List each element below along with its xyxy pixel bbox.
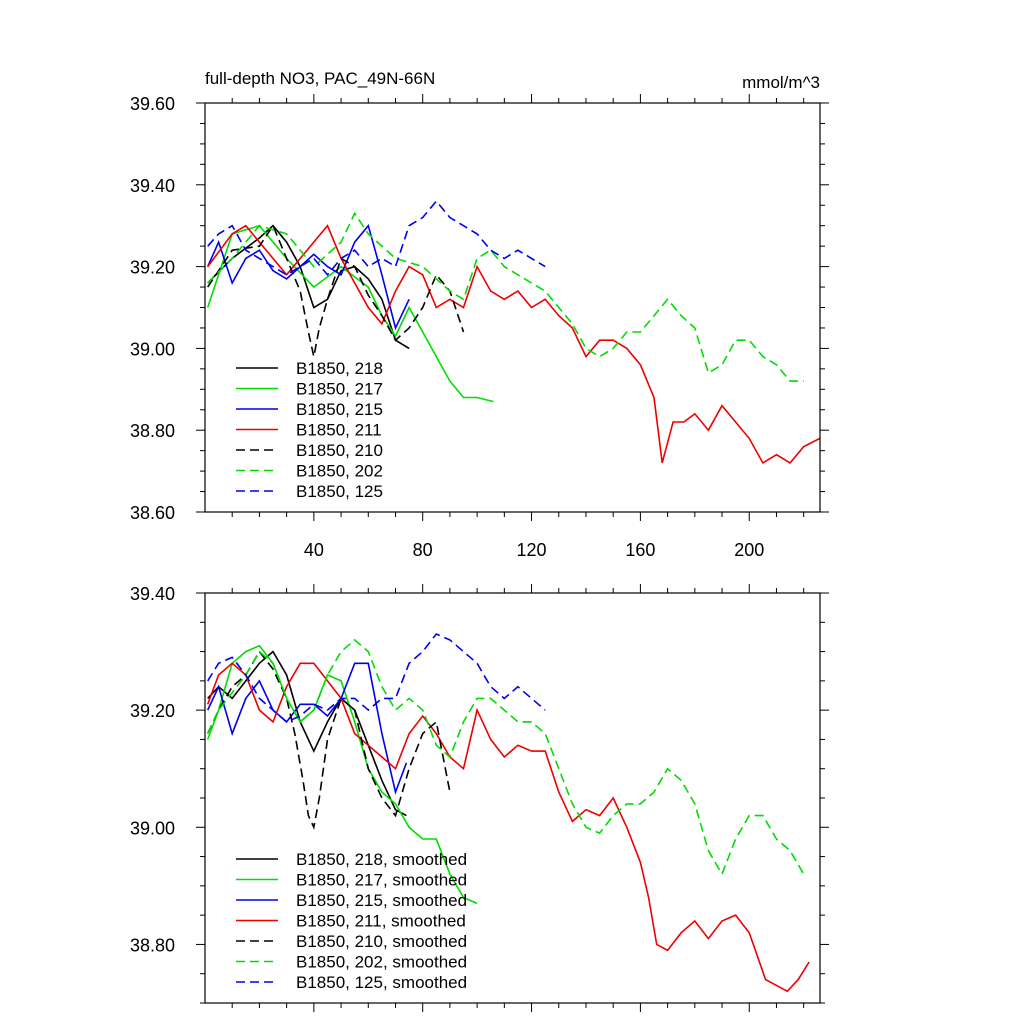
legend-label-1-1: B1850, 217, smoothed [296,871,467,890]
series-line-0-6 [207,199,546,277]
legend-label-0-0: B1850, 218 [296,359,383,378]
legend-label-0-5: B1850, 202 [296,462,383,481]
chart-units: mmol/m^3 [742,73,820,92]
legend-label-0-6: B1850, 125 [296,482,383,501]
y-tick-label-0-5: 39.60 [130,94,175,114]
y-tick-label-0-4: 39.40 [130,176,175,196]
series-line-1-2 [206,662,408,795]
x-tick-label-0-2: 120 [517,540,547,560]
series-line-1-0 [207,650,407,817]
legend-label-0-2: B1850, 215 [296,400,383,419]
legend-label-0-1: B1850, 217 [296,380,383,399]
series-line-1-1 [206,644,478,905]
legend-label-1-4: B1850, 210, smoothed [296,932,467,951]
series-line-0-1 [206,224,494,403]
legend-label-1-0: B1850, 218, smoothed [296,850,467,869]
x-tick-label-0-0: 40 [304,540,324,560]
chart-title: full-depth NO3, PAC_49N-66N [205,69,435,88]
legend-label-1-2: B1850, 215, smoothed [296,891,467,910]
y-tick-label-1-1: 39.00 [130,818,175,838]
y-tick-label-1-0: 38.80 [130,935,175,955]
series-line-1-3 [206,662,810,993]
series-line-1-5 [206,638,805,876]
x-tick-label-0-1: 80 [413,540,433,560]
legend-label-0-3: B1850, 211 [296,421,382,440]
x-tick-label-0-3: 160 [625,540,655,560]
y-tick-label-0-2: 39.00 [130,339,175,359]
legend-label-1-5: B1850, 202, smoothed [296,953,467,972]
legend-label-1-3: B1850, 211, smoothed [296,912,466,931]
series-line-0-2 [206,224,410,331]
series-line-0-4 [207,224,465,357]
series-line-0-0 [207,224,410,350]
series-line-1-6 [207,633,546,723]
series-line-1-4 [206,650,451,830]
y-tick-label-0-3: 39.20 [130,258,175,278]
legend-label-0-4: B1850, 210 [296,441,383,460]
y-tick-label-1-3: 39.40 [130,584,175,604]
y-tick-label-1-2: 39.20 [130,701,175,721]
legend-label-1-6: B1850, 125, smoothed [296,973,467,992]
y-tick-label-0-0: 38.60 [130,503,175,523]
x-tick-label-0-4: 200 [734,540,764,560]
y-tick-label-0-1: 38.80 [130,421,175,441]
series-line-0-5 [207,211,804,382]
series-line-0-3 [207,224,820,465]
